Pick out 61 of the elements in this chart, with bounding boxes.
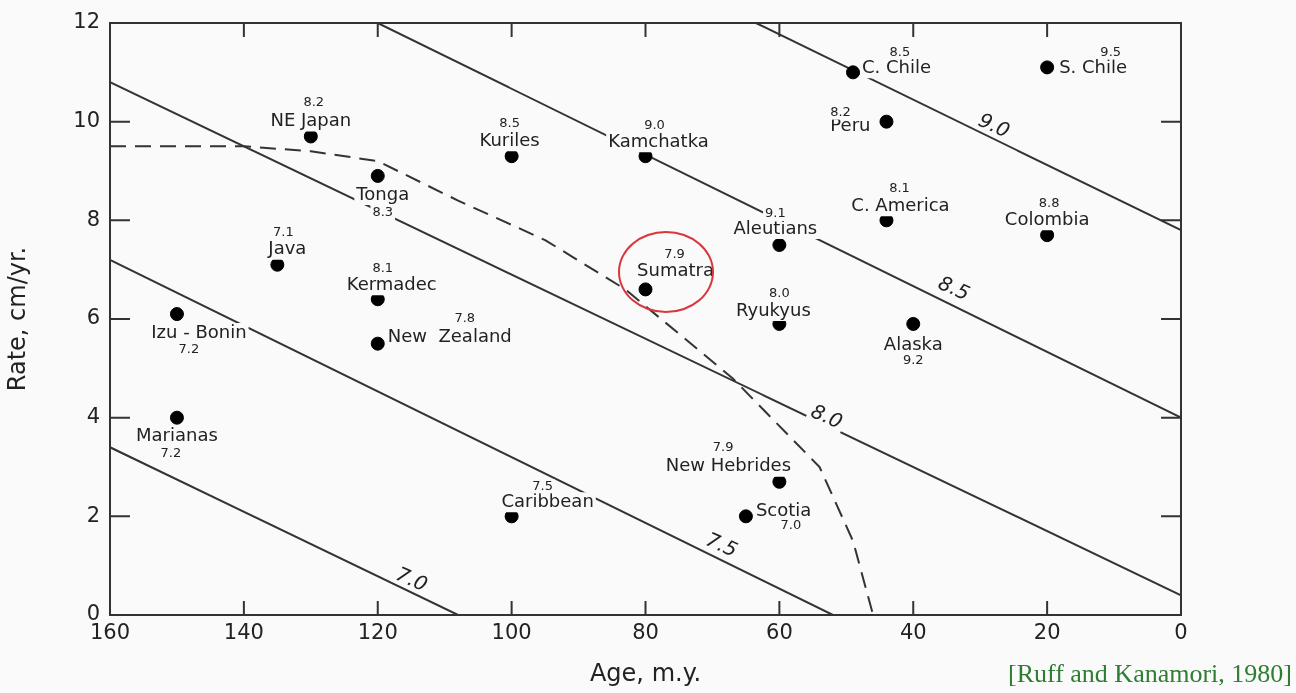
y-tick-label: 6 [86, 305, 100, 330]
annotation: Colombia [1004, 207, 1090, 229]
x-tick-label: 60 [766, 620, 793, 645]
annotation: 8.5 [889, 43, 911, 59]
annotation: 8.5 [934, 270, 974, 306]
annotation: 9.5 [1100, 43, 1122, 59]
annotation: 8.3 [372, 204, 394, 220]
annotation: Izu - Bonin [151, 320, 247, 342]
y-tick-label: 8 [86, 206, 100, 231]
x-tick-label: 80 [632, 620, 659, 645]
annotation: Kamchatka [608, 129, 709, 151]
annotation: 8.0 [807, 398, 847, 434]
annotation: Tonga [355, 182, 410, 204]
y-tick-label: 4 [86, 404, 100, 429]
annotation: 9.0 [644, 116, 665, 132]
annotation: Kuriles [479, 128, 540, 150]
annotation: S. Chile [1059, 56, 1128, 78]
annotation: 7.9 [712, 438, 734, 454]
annotation: 8.1 [372, 259, 394, 275]
annotation: 7.0 [392, 561, 432, 597]
annotation: 8.1 [889, 179, 910, 195]
annotation: 8.5 [499, 114, 520, 130]
annotation: 9.1 [765, 205, 786, 221]
x-tick-label: 0 [1174, 620, 1188, 645]
annotation: 8.2 [303, 93, 325, 109]
annotation: New Hebrides [665, 454, 792, 476]
annotation: NE Japan [270, 109, 352, 131]
annotation: Aleutians [733, 216, 818, 238]
annotation: Sumatra [637, 259, 714, 281]
annotation: Marianas [136, 424, 218, 446]
y-tick-label: 2 [86, 502, 100, 527]
annotation: C. America [851, 194, 950, 216]
annotation: Alaska [883, 332, 943, 354]
annotation: Caribbean [501, 490, 594, 512]
annotation: 8.8 [1038, 194, 1060, 210]
annotation: 8.2 [830, 104, 851, 120]
annotation: 8.0 [769, 285, 790, 301]
x-tick-label: 40 [899, 620, 927, 645]
annotation: Kermadec [346, 272, 437, 294]
x-tick-label: 100 [491, 620, 532, 645]
x-axis-title: Age, m.y. [589, 658, 702, 687]
annotation: 7.5 [532, 477, 553, 493]
annotation: New Zealand [387, 325, 512, 347]
annotation: 9.0 [974, 107, 1014, 143]
annotation: Java [267, 237, 307, 259]
y-tick-label: 12 [73, 9, 100, 34]
annotation: 7.1 [273, 224, 294, 240]
y-tick-label: 10 [73, 108, 100, 133]
annotation: 7.2 [160, 445, 182, 461]
annotation: 7.8 [454, 310, 476, 326]
annotation: 9.2 [902, 352, 924, 368]
x-tick-label: 140 [223, 620, 264, 645]
x-tick-label: 20 [1033, 620, 1061, 645]
annotation: 7.5 [702, 526, 742, 562]
annotation: 7.9 [664, 245, 685, 261]
text: [Ruff and Kanamori, 1980] [1007, 659, 1292, 689]
y-axis-title: Rate, cm/yr. [2, 246, 31, 392]
annotation: Ryukyus [735, 298, 811, 320]
annotation: 7.2 [178, 341, 200, 357]
x-tick-label: 120 [357, 620, 398, 645]
annotation: C. Chile [862, 56, 932, 78]
